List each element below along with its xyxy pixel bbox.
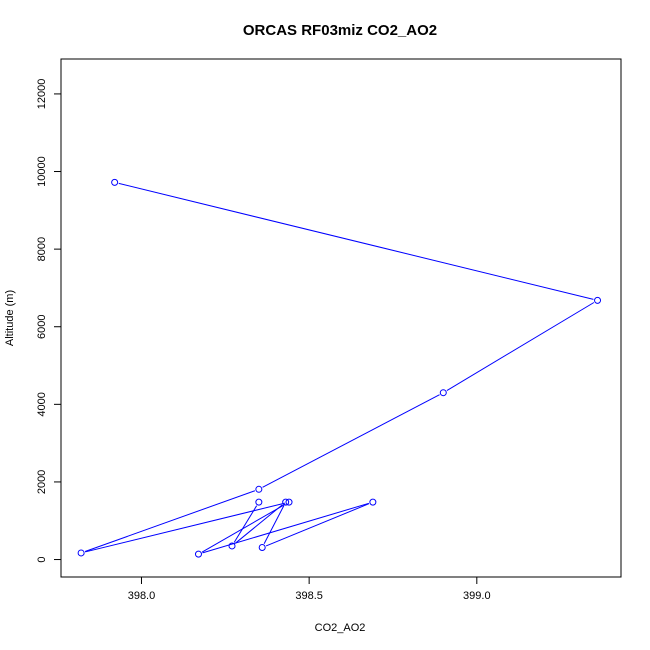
y-axis: 0 2000 4000 6000 8000 10000 12000 (36, 79, 61, 563)
data-point (194, 550, 202, 558)
data-point (594, 296, 602, 304)
y-tick-label: 12000 (36, 79, 48, 110)
data-point (77, 549, 85, 557)
x-tick-label: 398.0 (128, 590, 156, 602)
x-tick-label: 398.5 (295, 590, 323, 602)
y-tick-label: 4000 (36, 392, 48, 416)
data-point (258, 544, 266, 552)
data-point (111, 178, 119, 186)
series-segment (234, 504, 283, 544)
series-points (77, 178, 602, 558)
series-segment (262, 394, 440, 488)
data-point (255, 485, 263, 493)
data-point (228, 542, 236, 550)
series-segment (265, 503, 370, 547)
y-tick-label: 0 (36, 556, 48, 562)
series-segment (202, 502, 369, 554)
series-segment (263, 505, 285, 545)
x-axis: 398.0 398.5 399.0 (128, 577, 491, 602)
series-segment (446, 302, 595, 391)
series-line (84, 182, 595, 554)
y-axis-label: Altitude (m) (4, 290, 16, 346)
data-point (282, 498, 290, 506)
data-point (255, 498, 263, 506)
y-tick-label: 6000 (36, 314, 48, 338)
data-point (369, 498, 377, 506)
series-segment (201, 503, 286, 553)
y-tick-label: 2000 (36, 470, 48, 494)
chart-title: ORCAS RF03miz CO2_AO2 (243, 22, 437, 39)
data-point (285, 498, 293, 506)
data-point (439, 389, 447, 397)
y-tick-label: 8000 (36, 237, 48, 261)
x-axis-label: CO2_AO2 (315, 622, 366, 634)
series-segment (233, 505, 258, 543)
series-segment (85, 502, 286, 553)
series-segment (118, 182, 594, 300)
y-tick-label: 10000 (36, 156, 48, 187)
series-segment (84, 490, 256, 552)
plot-area (60, 58, 622, 578)
x-tick-label: 399.0 (463, 590, 491, 602)
